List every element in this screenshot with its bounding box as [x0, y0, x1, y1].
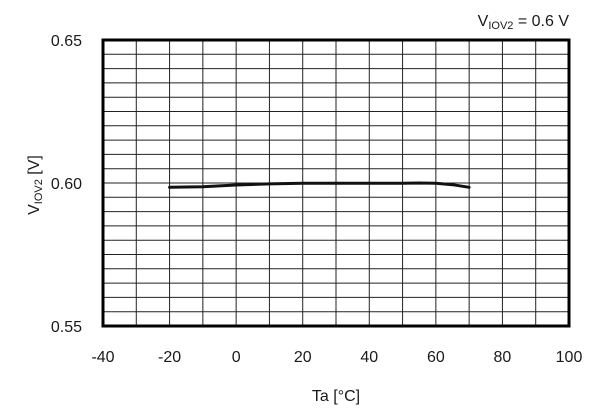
x-tick-label: 20 — [294, 349, 312, 366]
grid-lines — [103, 40, 569, 326]
series-line — [168, 181, 471, 189]
plot-frame — [101, 38, 571, 328]
y-tick-label: 0.55 — [51, 319, 82, 336]
x-tick-label: -40 — [91, 349, 114, 366]
y-tick-label: 0.65 — [51, 33, 82, 50]
x-axis-label: Ta [°C] — [312, 388, 360, 405]
y-tick-label: 0.60 — [51, 176, 82, 193]
x-tick-label: 100 — [556, 349, 583, 366]
y-axis-label-main: V — [26, 204, 43, 215]
y-axis-label: VIOV2 [V] — [26, 155, 45, 215]
x-tick-label: 0 — [232, 349, 241, 366]
y-axis-ticks: 0.55 0.60 0.65 — [51, 33, 82, 336]
x-tick-label: 80 — [494, 349, 512, 366]
annotation-rest: = 0.6 V — [513, 13, 569, 30]
x-tick-label: 40 — [360, 349, 378, 366]
y-axis-label-sub: IOV2 — [33, 179, 45, 204]
x-tick-label: 60 — [427, 349, 445, 366]
annotation-sub: IOV2 — [488, 20, 513, 32]
condition-annotation: VIOV2 = 0.6 V — [478, 13, 570, 32]
x-axis-ticks: -40 -20 0 20 40 60 80 100 — [91, 349, 582, 366]
annotation-main: V — [478, 13, 489, 30]
y-axis-label-unit: [V] — [26, 155, 43, 179]
x-tick-label: -20 — [158, 349, 181, 366]
